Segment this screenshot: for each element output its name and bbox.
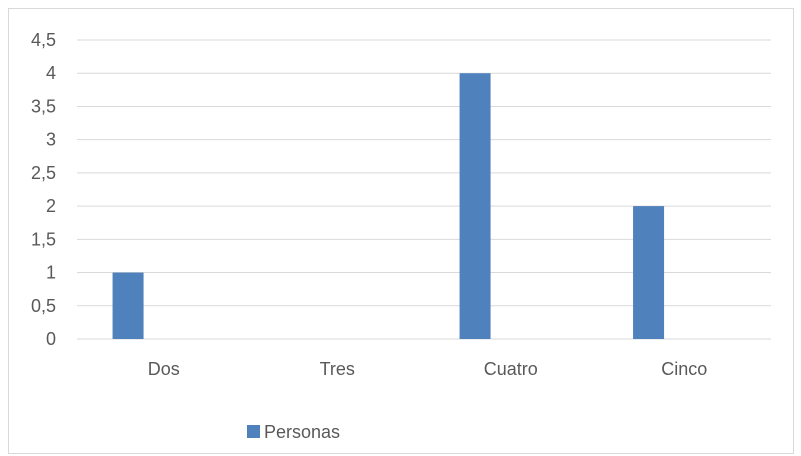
bars — [112, 73, 665, 339]
y-tick-label: 2 — [46, 196, 56, 216]
bar-dos — [112, 272, 144, 339]
y-tick-label: 4,5 — [31, 30, 56, 50]
y-tick-label: 2,5 — [31, 163, 56, 183]
bar-cuatro — [459, 73, 491, 339]
y-tick-label: 3 — [46, 130, 56, 150]
y-tick-label: 1 — [46, 263, 56, 283]
y-tick-label: 3,5 — [31, 96, 56, 116]
legend-label-personas: Personas — [264, 422, 340, 442]
gridlines — [77, 39, 771, 307]
y-tick-label: 0,5 — [31, 296, 56, 316]
x-tick-label-cinco: Cinco — [661, 359, 707, 379]
y-tick-label: 1,5 — [31, 229, 56, 249]
y-tick-label: 4 — [46, 63, 56, 83]
bar-cinco — [633, 206, 665, 339]
x-tick-label-tres: Tres — [320, 359, 355, 379]
x-tick-label-cuatro: Cuatro — [484, 359, 538, 379]
legend-swatch — [247, 425, 260, 438]
legend: Personas — [247, 422, 340, 442]
x-tick-label-dos: Dos — [148, 359, 180, 379]
x-axis-tick-labels: Dos Tres Cuatro Cinco — [148, 359, 708, 379]
y-tick-label: 0 — [46, 329, 56, 349]
y-axis-tick-labels: 0 0,5 1 1,5 2 2,5 3 3,5 4 4,5 — [31, 30, 56, 349]
